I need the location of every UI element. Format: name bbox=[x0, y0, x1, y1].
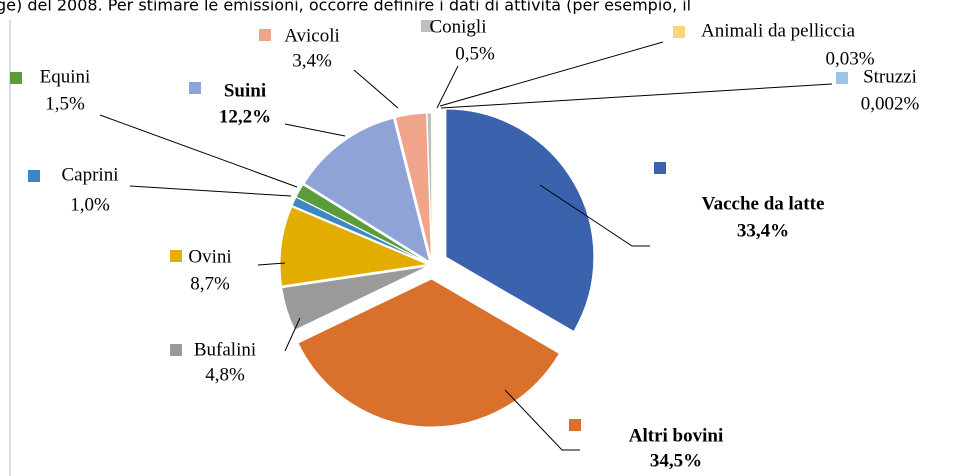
slice-name: Ovini bbox=[188, 246, 231, 267]
slice-value: 0,002% bbox=[861, 93, 920, 114]
pie-slice bbox=[445, 108, 595, 333]
slice-value: 3,4% bbox=[292, 50, 332, 71]
leader-line bbox=[99, 114, 298, 188]
leader-line bbox=[436, 65, 459, 109]
slice-name: Caprini bbox=[62, 164, 119, 185]
leader-line bbox=[504, 389, 580, 451]
slice-name: Equini bbox=[40, 66, 91, 87]
slice-name: Animali da pelliccia bbox=[701, 20, 856, 41]
legend-marker bbox=[259, 29, 271, 41]
legend-marker bbox=[10, 72, 22, 84]
legend-marker bbox=[836, 72, 848, 84]
slice-name: Altri bovini bbox=[629, 425, 723, 446]
legend-marker bbox=[170, 250, 182, 262]
slice-value: 1,5% bbox=[45, 93, 85, 114]
leader-line bbox=[129, 185, 292, 197]
slice-value: 8,7% bbox=[190, 273, 230, 294]
leader-line bbox=[539, 184, 650, 247]
leader-line bbox=[439, 41, 664, 107]
slice-name: Conigli bbox=[429, 16, 486, 37]
slice-value: 4,8% bbox=[205, 364, 245, 385]
legend-marker bbox=[421, 20, 433, 32]
slice-name: Avicoli bbox=[284, 25, 340, 46]
slice-name: Bufalini bbox=[194, 339, 256, 360]
pie-slice bbox=[279, 206, 430, 287]
slice-value: 1,0% bbox=[70, 194, 110, 215]
slice-value: 0,03% bbox=[825, 48, 874, 69]
legend-marker bbox=[654, 162, 666, 174]
slice-name: Struzzi bbox=[863, 66, 917, 87]
leader-line bbox=[440, 83, 833, 109]
slice-name: Suini bbox=[224, 80, 266, 101]
slice-value: 0,5% bbox=[455, 43, 495, 64]
slice-value: 12,2% bbox=[219, 106, 271, 127]
leader-line bbox=[284, 123, 346, 137]
pie-slice bbox=[394, 112, 432, 262]
pie-slice bbox=[303, 117, 431, 263]
pie-slice bbox=[295, 184, 429, 264]
header-text: ge) del 2008. Per stimare le emissioni, … bbox=[0, 0, 691, 15]
leader-line bbox=[257, 262, 286, 266]
slice-value: 34,5% bbox=[650, 450, 702, 471]
legend-marker bbox=[28, 170, 40, 182]
pie-slice bbox=[297, 278, 561, 428]
slice-name: Vacche da latte bbox=[702, 193, 825, 214]
legend-marker bbox=[673, 26, 685, 38]
leader-line bbox=[353, 69, 399, 109]
legend-marker bbox=[170, 344, 182, 356]
legend-marker bbox=[569, 419, 581, 431]
slice-value: 33,4% bbox=[737, 220, 789, 241]
leader-line bbox=[284, 317, 301, 352]
legend-marker bbox=[189, 82, 201, 94]
